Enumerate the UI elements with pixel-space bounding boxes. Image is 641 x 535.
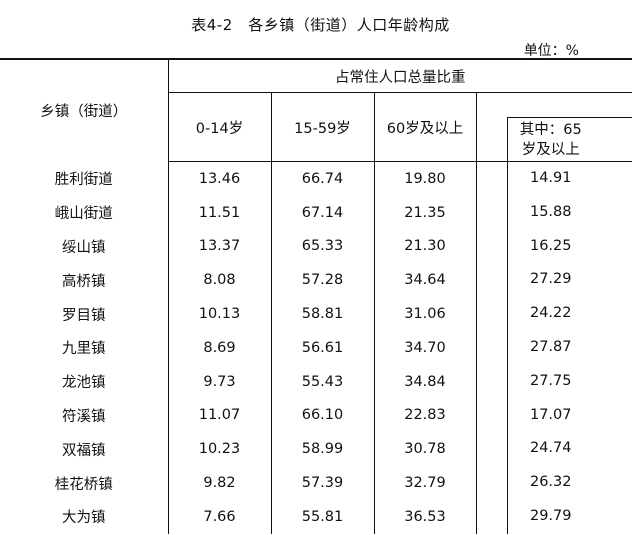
table-row: 符溪镇 11.07 66.10 22.83 17.07	[0, 398, 633, 433]
share-65-plus-cell: 26.32	[476, 466, 632, 500]
share-65-plus-cell-value: 14.91	[506, 162, 633, 196]
share-65-plus-cell-value: 29.79	[506, 499, 633, 534]
group-header: 占常住人口总量比重	[168, 58, 632, 93]
share-15-59-cell: 66.10	[271, 398, 375, 433]
table-row: 胜利街道 13.46 66.74 19.80 14.91	[0, 161, 632, 196]
township-name-cell: 大为镇	[0, 499, 169, 534]
township-name-cell: 胜利街道	[0, 161, 169, 196]
township-name-cell: 高桥镇	[0, 263, 169, 298]
share-60-plus-cell: 22.83	[374, 398, 477, 433]
table-row: 龙池镇 9.73 55.43 34.84 27.75	[0, 364, 633, 399]
column-header-60-plus: 60岁及以上	[374, 92, 477, 162]
share-60-plus-cell: 19.80	[374, 161, 477, 196]
table-row: 绥山镇 13.37 65.33 21.30 16.25	[0, 229, 633, 264]
share-60-plus-cell: 32.79	[374, 466, 477, 500]
share-65-plus-cell-value: 27.75	[506, 364, 633, 399]
township-name-cell: 桂花桥镇	[0, 466, 169, 500]
share-65-plus-cell-value: 27.87	[506, 330, 633, 365]
share-65-plus-cell: 24.74	[476, 432, 633, 467]
share-60-plus-cell: 30.78	[374, 432, 477, 467]
column-header-65-plus: 其中：65 岁及以上	[476, 92, 632, 162]
share-15-59-cell: 67.14	[271, 195, 375, 230]
table-row: 大为镇 7.66 55.81 36.53 29.79	[0, 499, 633, 534]
share-60-plus-cell: 21.30	[374, 229, 477, 264]
share-65-plus-cell-value: 17.07	[506, 398, 633, 433]
table-row: 九里镇 8.69 56.61 34.70 27.87	[0, 330, 633, 365]
township-name-cell: 九里镇	[0, 330, 169, 365]
table-row: 双福镇 10.23 58.99 30.78 24.74	[0, 432, 633, 467]
share-65-plus-cell-value: 16.25	[506, 229, 633, 264]
township-name-cell: 龙池镇	[0, 364, 169, 399]
share-15-59-cell: 55.81	[271, 499, 375, 534]
row-header-township: 乡镇（街道）	[0, 58, 169, 162]
table-row: 罗目镇 10.13 58.81 31.06 24.22	[0, 297, 632, 331]
share-15-59-cell: 57.28	[271, 263, 375, 298]
share-0-14-cell: 11.07	[168, 398, 272, 433]
share-60-plus-cell: 31.06	[374, 297, 477, 331]
share-0-14-cell: 10.23	[168, 432, 272, 467]
column-header-65-plus-line1: 其中：65	[519, 122, 582, 138]
share-65-plus-cell: 29.79	[476, 499, 633, 534]
township-name-cell: 双福镇	[0, 432, 169, 467]
column-header-15-59: 15-59岁	[271, 92, 375, 162]
share-15-59-cell: 58.99	[271, 432, 375, 467]
column-header-65-plus-line2: 岁及以上	[521, 142, 580, 158]
share-65-plus-cell-value: 26.32	[506, 466, 633, 500]
share-60-plus-cell: 34.84	[374, 364, 477, 399]
share-0-14-cell: 9.73	[168, 364, 272, 399]
share-0-14-cell: 9.82	[168, 466, 272, 500]
share-60-plus-cell: 34.70	[374, 330, 477, 365]
share-65-plus-cell: 27.87	[476, 330, 633, 365]
table-row: 桂花桥镇 9.82 57.39 32.79 26.32	[0, 466, 632, 500]
share-15-59-cell: 58.81	[271, 297, 375, 331]
share-0-14-cell: 7.66	[168, 499, 272, 534]
share-60-plus-cell: 21.35	[374, 195, 477, 230]
share-65-plus-cell: 14.91	[476, 162, 632, 196]
share-65-plus-cell-value: 27.29	[506, 263, 633, 298]
unit-label: 单位：%	[523, 43, 579, 59]
table-row: 峨山街道 11.51 67.14 21.35 15.88	[0, 195, 633, 230]
share-0-14-cell: 13.37	[168, 229, 272, 264]
share-65-plus-cell-value: 24.22	[506, 297, 633, 331]
share-65-plus-cell: 15.88	[476, 195, 633, 230]
township-name-cell: 符溪镇	[0, 398, 169, 433]
share-65-plus-cell-value: 24.74	[506, 432, 633, 467]
share-65-plus-cell: 27.75	[476, 364, 633, 399]
share-60-plus-cell: 36.53	[374, 499, 477, 534]
share-65-plus-cell: 16.25	[476, 229, 633, 264]
share-65-plus-cell-value: 15.88	[506, 195, 633, 230]
township-name-cell: 峨山街道	[0, 195, 169, 230]
township-name-cell: 绥山镇	[0, 229, 169, 264]
table-body: 胜利街道 13.46 66.74 19.80 14.91 峨山街道 11.51 67.14 21…	[0, 161, 633, 534]
share-0-14-cell: 13.46	[168, 161, 272, 196]
share-15-59-cell: 55.43	[271, 364, 375, 399]
share-65-plus-cell: 17.07	[476, 398, 633, 433]
share-0-14-cell: 11.51	[168, 195, 272, 230]
township-name-cell: 罗目镇	[0, 297, 169, 331]
share-15-59-cell: 56.61	[271, 330, 375, 365]
table-row: 高桥镇 8.08 57.28 34.64 27.29	[0, 263, 633, 298]
column-header-0-14: 0-14岁	[168, 92, 272, 162]
share-15-59-cell: 66.74	[271, 161, 375, 196]
share-0-14-cell: 8.08	[168, 263, 272, 298]
share-65-plus-cell: 27.29	[476, 263, 633, 298]
share-15-59-cell: 57.39	[271, 466, 375, 500]
age-structure-table: 乡镇（街道） 占常住人口总量比重 0-14岁 15-59岁 60岁及以上 其中：…	[0, 58, 632, 534]
table-title: 表4-2 各乡镇（街道）人口年龄构成	[191, 16, 450, 34]
share-60-plus-cell: 34.64	[374, 263, 477, 298]
share-0-14-cell: 10.13	[168, 297, 272, 331]
share-15-59-cell: 65.33	[271, 229, 375, 264]
share-0-14-cell: 8.69	[168, 330, 272, 365]
share-65-plus-cell: 24.22	[476, 297, 632, 331]
